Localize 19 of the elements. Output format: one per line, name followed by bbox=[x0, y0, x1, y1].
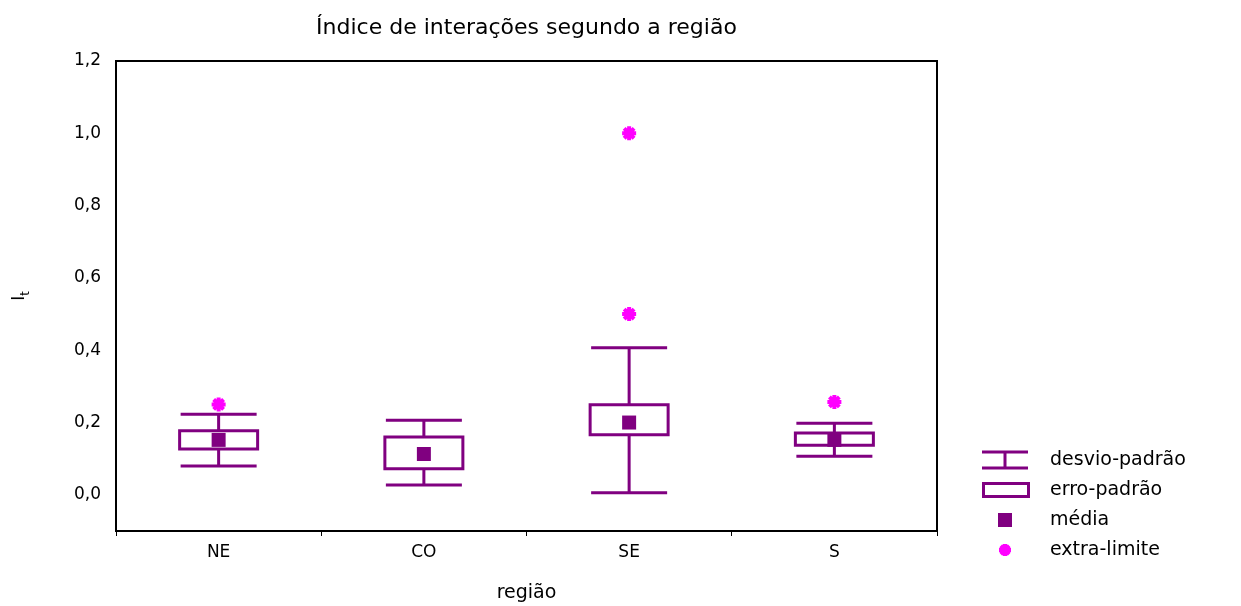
y-tick-label: 0,6 bbox=[73, 266, 101, 287]
x-tick-label: NE bbox=[206, 540, 231, 561]
x-tick-label: SE bbox=[618, 540, 640, 561]
y-tick-label: 0,8 bbox=[73, 194, 101, 215]
y-tick-label: 0,0 bbox=[73, 483, 101, 504]
x-tick-label: S bbox=[828, 540, 840, 561]
y-axis-title: It bbox=[8, 290, 33, 301]
text: média bbox=[1050, 506, 1110, 529]
text: erro-padrão bbox=[1050, 476, 1163, 499]
y-tick-label: 0,4 bbox=[73, 338, 101, 359]
point bbox=[209, 395, 228, 414]
y-tick-label: 1,0 bbox=[73, 121, 101, 142]
y-tick-label: 1,2 bbox=[73, 49, 101, 70]
x-tick-label: CO bbox=[411, 540, 437, 561]
legend-label: desvio-padrão bbox=[1050, 446, 1186, 469]
chart-title: Índice de interações segundo a região bbox=[316, 13, 737, 39]
y-tick-label: 0,2 bbox=[73, 410, 101, 431]
x-axis-title: região bbox=[496, 579, 557, 602]
legend-label: extra-limite bbox=[1050, 536, 1160, 559]
